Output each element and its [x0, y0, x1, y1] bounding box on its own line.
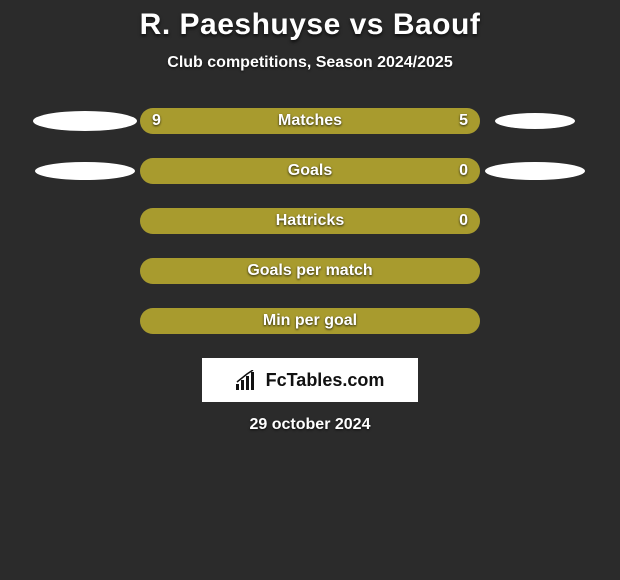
- stat-row: Min per goal: [0, 308, 620, 334]
- bar-left-fill: [140, 158, 480, 184]
- comparison-widget: R. Paeshuyse vs Baouf Club competitions,…: [0, 0, 620, 434]
- ellipse-icon: [33, 111, 137, 131]
- brand-badge[interactable]: FcTables.com: [202, 358, 418, 402]
- stat-bar: Min per goal: [140, 308, 480, 334]
- stat-row: Matches95: [0, 108, 620, 134]
- right-indicator: [480, 162, 590, 180]
- bar-left-fill: [140, 208, 480, 234]
- stat-row: Goals per match: [0, 258, 620, 284]
- bar-right-fill: [359, 108, 480, 134]
- left-indicator: [30, 162, 140, 180]
- ellipse-icon: [35, 162, 135, 180]
- bar-left-fill: [140, 108, 359, 134]
- ellipse-icon: [495, 113, 575, 129]
- stat-row: Goals0: [0, 158, 620, 184]
- date-text: 29 october 2024: [0, 416, 620, 434]
- page-title: R. Paeshuyse vs Baouf: [0, 8, 620, 42]
- right-indicator: [480, 113, 590, 129]
- stat-row: Hattricks0: [0, 208, 620, 234]
- stat-bar: Goals0: [140, 158, 480, 184]
- left-indicator: [30, 111, 140, 131]
- stats-list: Matches95 Goals0 Hattricks0 Goals per match…: [0, 108, 620, 334]
- bar-chart-icon: [236, 370, 260, 390]
- bar-left-fill: [140, 258, 480, 284]
- stat-bar: Hattricks0: [140, 208, 480, 234]
- stat-bar: Goals per match: [140, 258, 480, 284]
- subtitle: Club competitions, Season 2024/2025: [0, 54, 620, 72]
- bar-left-fill: [140, 308, 480, 334]
- stat-bar: Matches95: [140, 108, 480, 134]
- brand-text: FcTables.com: [266, 370, 385, 391]
- ellipse-icon: [485, 162, 585, 180]
